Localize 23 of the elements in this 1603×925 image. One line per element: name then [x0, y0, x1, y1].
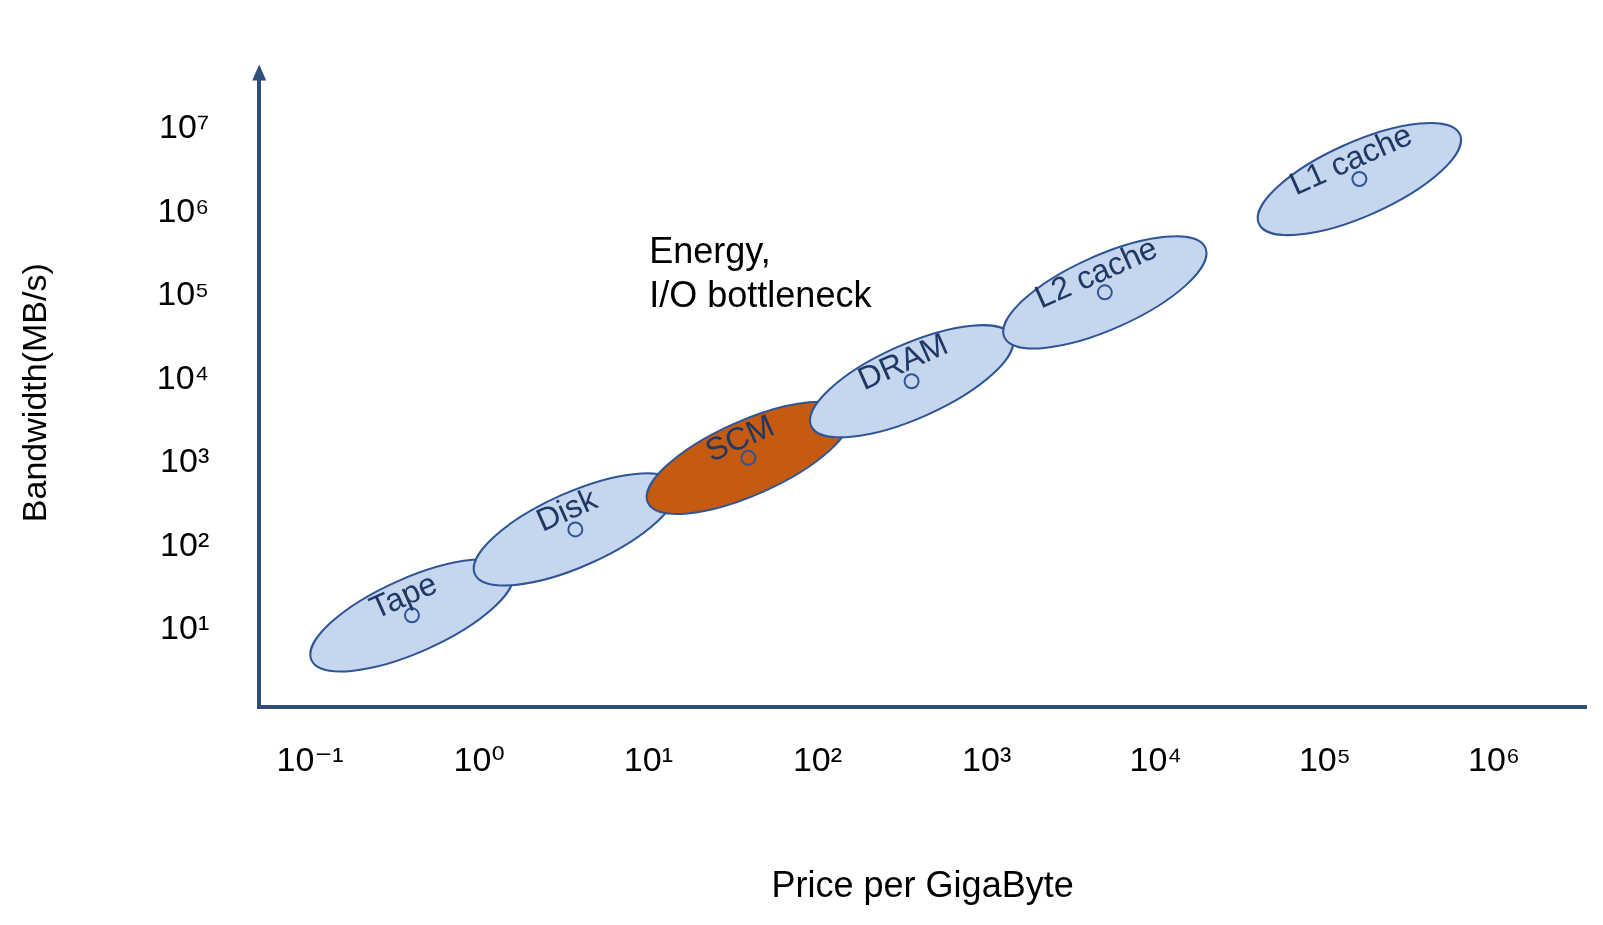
y-tick-label: 10¹	[160, 608, 210, 647]
x-tick-label: 10⁵	[1298, 739, 1351, 778]
y-tick-label: 10⁷	[159, 107, 210, 146]
text: L2 cache	[1029, 229, 1163, 316]
x-tick-label: 10⁰	[453, 739, 505, 778]
x-tick-label: 10¹	[623, 739, 673, 778]
y-tick-label: 10³	[160, 441, 210, 480]
y-tick-label: 10²	[160, 524, 210, 563]
text: L1 cache	[1283, 116, 1418, 202]
y-tick-label: 10⁵	[157, 274, 210, 313]
y-tick-label: 10⁴	[156, 357, 210, 396]
annotation: Energy, I/O bottleneck	[649, 230, 873, 316]
text: SCM	[699, 406, 780, 469]
x-tick-label: 10⁶	[1468, 739, 1520, 778]
y-axis-title: Bandwidth(MB/s)	[14, 263, 53, 523]
x-tick-label: 10⁴	[1129, 739, 1182, 778]
x-axis-title: Price per GigaByte	[771, 864, 1074, 906]
x-tick-label: 10²	[792, 739, 843, 778]
y-tick-label: 10⁶	[157, 190, 210, 229]
x-tick-label: 10⁻¹	[276, 739, 344, 778]
x-tick-label: 10³	[962, 739, 1012, 778]
text: Disk	[530, 479, 604, 539]
text: Tape	[363, 564, 442, 626]
